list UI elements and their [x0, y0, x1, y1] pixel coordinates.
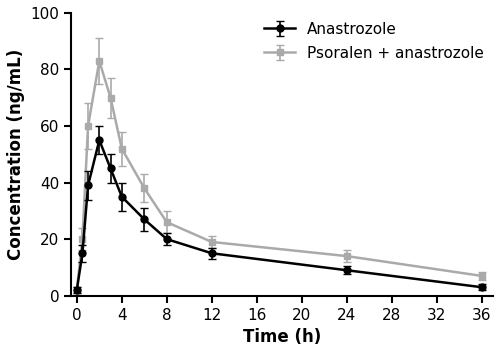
Legend: Anastrozole, Psoralen + anastrozole: Anastrozole, Psoralen + anastrozole [260, 18, 488, 66]
X-axis label: Time (h): Time (h) [243, 328, 321, 346]
Y-axis label: Concentration (ng/mL): Concentration (ng/mL) [7, 49, 25, 260]
